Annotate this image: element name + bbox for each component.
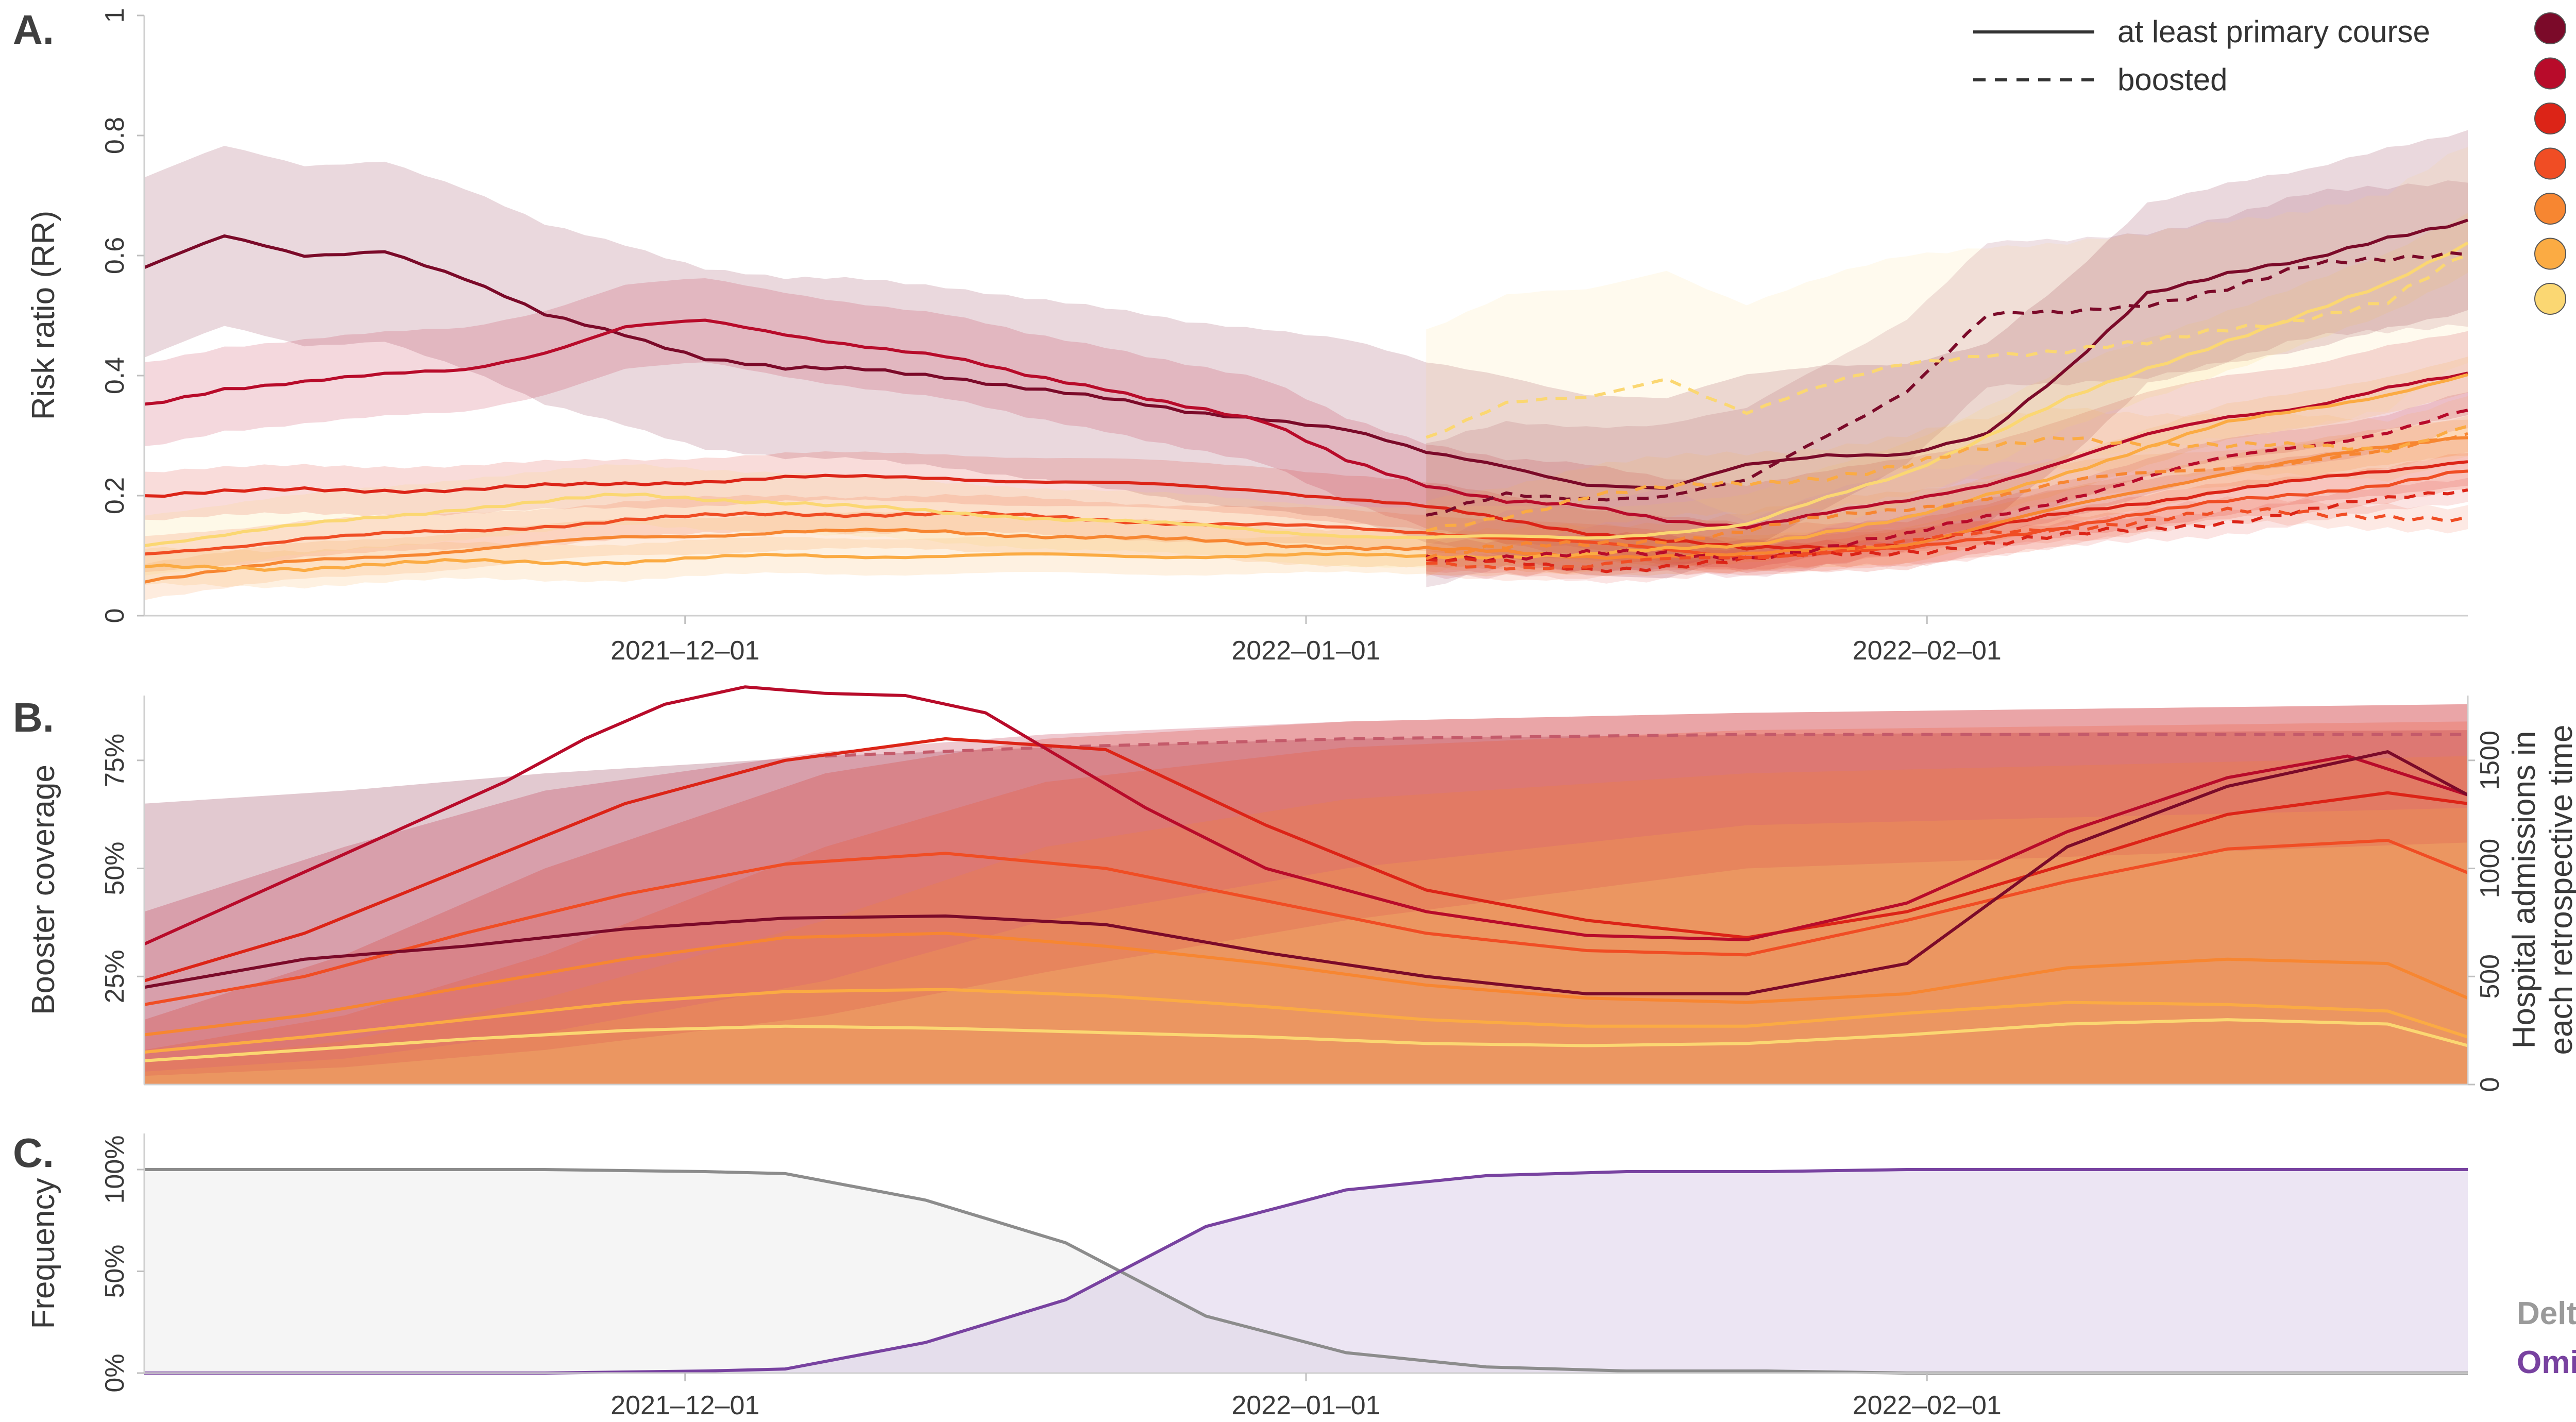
panel-a: A. 00.20.40.60.81 2021–12–01 2022–01–01 20… <box>13 7 2469 666</box>
frequency-area-delta <box>144 1170 2468 1373</box>
panel-b-right-y-label: Hospital admissions ineach retrospective… <box>2506 725 2576 1055</box>
panel-c-x-ticks: 2021–12–01 2022–01–01 2022–02–01 <box>611 1373 2002 1420</box>
panel-b: B. 25% 50% 75% 0 500 1000 1500 Booster covera… <box>13 685 2576 1092</box>
rr-line-45-54-dashed <box>1426 432 2468 561</box>
x-tick-label: 2022–02–01 <box>1853 1391 2002 1420</box>
coverage-area-45-54 <box>144 756 2468 1085</box>
rr-line-35-44-solid <box>144 373 2468 572</box>
y-tick-label: 0.4 <box>100 357 130 394</box>
y-tick-label: 0.2 <box>100 477 130 514</box>
panel-c-y-label: Frequency <box>26 1178 61 1329</box>
panel-a-label: A. <box>13 7 54 53</box>
y-tick-label: 0 <box>100 608 130 623</box>
admissions-line-85+ <box>144 750 2469 995</box>
rr-line-55-64-solid <box>144 469 2468 560</box>
rr-line-75-84-solid <box>144 318 2468 530</box>
panel-b-y-ticks: 25% 50% 75% <box>100 734 144 1003</box>
right-y-tick-label: 0 <box>2475 1077 2505 1092</box>
delta-label: Delta <box>2517 1296 2576 1331</box>
legend-swatch-65-74 <box>2534 103 2566 134</box>
panel-b-right-y-ticks: 0 500 1000 1500 <box>2468 731 2505 1092</box>
legend-solid-label: at least primary course <box>2117 14 2430 49</box>
y-tick-label: 1 <box>100 8 130 23</box>
y-tick-label: 0% <box>100 1353 130 1392</box>
y-tick-label: 100% <box>100 1136 130 1204</box>
admissions-line-25-34 <box>144 1018 2468 1062</box>
rr-band-35-44-solid <box>144 357 2468 589</box>
frequency-area-omicron <box>144 1170 2468 1373</box>
rr-line-25-34-solid <box>144 241 2469 548</box>
admissions-line-55-64 <box>144 839 2469 1006</box>
x-tick-label: 2022–01–01 <box>1231 1391 1380 1420</box>
x-tick-label: 2022–02–01 <box>1853 636 2002 666</box>
panel-b-y-label: Booster coverage <box>26 765 61 1015</box>
panel-c-areas <box>144 1170 2468 1373</box>
panel-b-coverage-areas <box>144 704 2468 1085</box>
legend-dashed-label: boosted <box>2117 62 2228 97</box>
rr-line-85+-dashed <box>1426 250 2468 517</box>
rr-band-85+-dashed <box>1426 180 2468 587</box>
rr-band-45-54-solid <box>144 419 2468 600</box>
coverage-area-75-84 <box>144 704 2468 1085</box>
rr-line-65-74-dashed <box>1426 488 2468 573</box>
panel-a-y-label: Risk ratio (RR) <box>26 211 61 420</box>
x-tick-label: 2021–12–01 <box>611 636 759 666</box>
rr-line-35-44-dashed <box>1426 425 2468 533</box>
rr-band-75-84-dashed <box>1426 392 2468 580</box>
legend-swatch-25-34 <box>2534 283 2566 315</box>
legend-swatch-75-84 <box>2534 57 2566 90</box>
panel-a-y-ticks: 0 0.2 0.4 0.6 0.8 1 <box>100 8 144 623</box>
legend-swatch-35-44 <box>2534 238 2566 270</box>
y-tick-label: 25% <box>100 950 130 1003</box>
right-y-tick-label: 1500 <box>2475 731 2505 790</box>
admissions-line-75-84 <box>143 685 2468 946</box>
panel-c: C. 0% 50% 100% 2021–12–01 2022–01–01 2022–02… <box>13 1130 2576 1420</box>
right-y-tick-label: 500 <box>2475 954 2505 999</box>
legend-swatch-45-54 <box>2534 193 2566 225</box>
omicron-label: Omicron <box>2517 1345 2576 1380</box>
y-tick-label: 50% <box>100 1244 130 1298</box>
rr-band-45-54-dashed <box>1426 415 2468 577</box>
line-style-legend: at least primary course boosted <box>1973 14 2430 97</box>
admissions-line-35-44 <box>144 988 2468 1054</box>
panel-a-series-lines <box>143 218 2469 584</box>
y-tick-label: 75% <box>100 734 130 787</box>
rr-line-75-84-dashed <box>1426 409 2468 563</box>
y-tick-label: 50% <box>100 842 130 895</box>
legend-swatch-85+ <box>2534 12 2566 44</box>
rr-band-25-34-solid <box>144 213 2468 576</box>
panel-b-label: B. <box>13 695 54 740</box>
admissions-line-65-74 <box>144 737 2468 983</box>
rr-line-25-34-dashed <box>1426 253 2468 439</box>
rr-band-25-34-dashed <box>1426 147 2468 546</box>
y-tick-label: 0.8 <box>100 117 130 154</box>
panel-a-x-ticks: 2021–12–01 2022–01–01 2022–02–01 <box>611 616 2002 666</box>
panel-c-label: C. <box>13 1130 54 1176</box>
coverage-area-25-34 <box>144 842 2468 1085</box>
panel-c-y-ticks: 0% 50% 100% <box>100 1136 144 1393</box>
right-y-tick-label: 1000 <box>2475 839 2505 899</box>
legend-swatch-55-64 <box>2534 147 2566 180</box>
x-tick-label: 2021–12–01 <box>611 1391 759 1420</box>
panel-b-admission-lines <box>143 685 2469 1062</box>
rr-band-35-44-dashed <box>1426 396 2468 561</box>
rr-line-65-74-solid <box>144 460 2468 551</box>
rr-line-85+-solid <box>143 218 2468 490</box>
admissions-line-45-54 <box>144 932 2469 1037</box>
coverage-area-65-74 <box>144 704 2468 1085</box>
age-group-legend: 85+75-8465-7455-6445-5435-4425-34 <box>2534 12 2566 315</box>
y-tick-label: 0.6 <box>100 237 130 274</box>
x-tick-label: 2022–01–01 <box>1231 636 1380 666</box>
rr-line-45-54-solid <box>144 436 2468 584</box>
